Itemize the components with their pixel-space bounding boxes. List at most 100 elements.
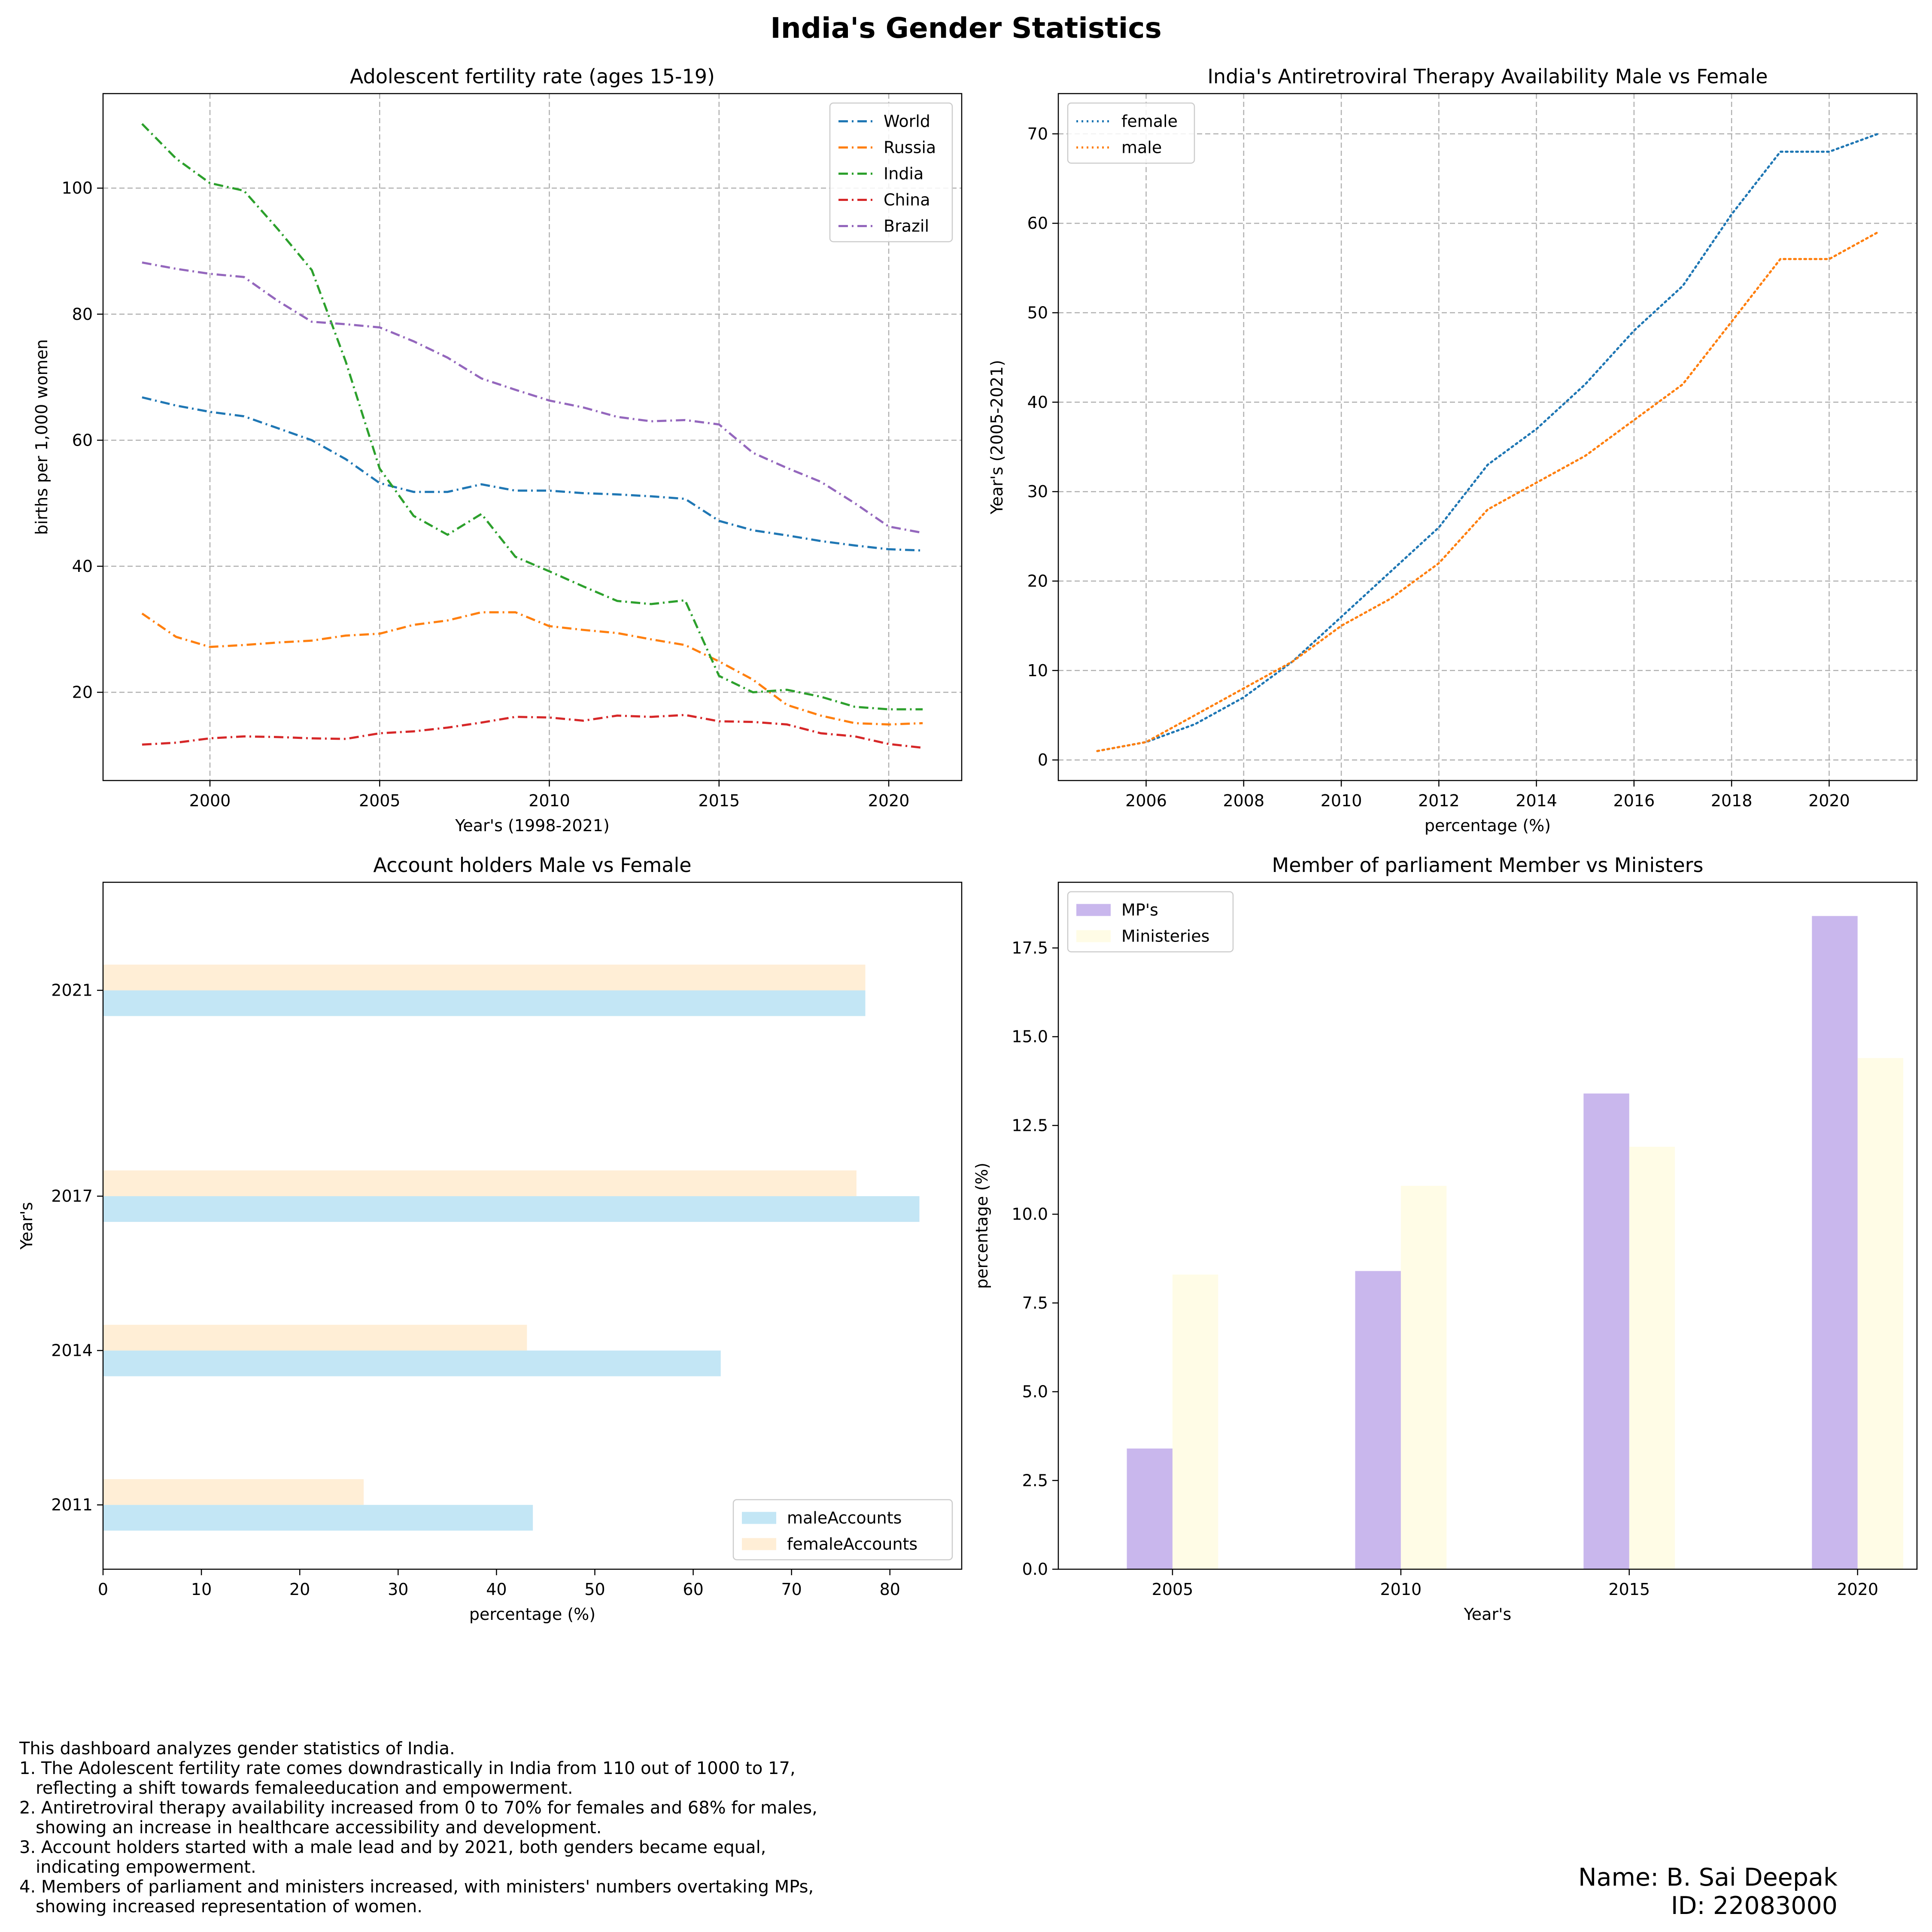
x-tick-label: 2015 [1608, 1580, 1650, 1599]
y-tick-label: 2.5 [1022, 1471, 1048, 1490]
author-name: Name: B. Sai Deepak [1578, 1863, 1838, 1892]
author-block: Name: B. Sai Deepak ID: 22083000 [1417, 1863, 1838, 1920]
x-axis-label: Year's [1464, 1605, 1512, 1624]
author-id: ID: 22083000 [1671, 1892, 1838, 1920]
bar-femaleaccounts [103, 1170, 857, 1197]
y-tick-label: 0.0 [1022, 1560, 1048, 1579]
bar-mps [1583, 1093, 1629, 1569]
legend-label: femaleAccounts [787, 1535, 917, 1554]
x-tick-label: 2010 [1380, 1580, 1422, 1599]
x-tick-label: 2020 [1837, 1580, 1878, 1599]
legend-label: female [1121, 112, 1178, 131]
legend-label: maleAccounts [787, 1509, 902, 1528]
chart-title: Adolescent fertility rate (ages 15-19) [350, 65, 715, 88]
y-tick-label: 5.0 [1022, 1382, 1048, 1401]
notes-line: showing increased representation of wome… [19, 1897, 422, 1917]
series-line-india [141, 123, 923, 711]
y-tick-label: 2021 [51, 981, 93, 1000]
x-tick-label: 2000 [189, 791, 231, 810]
legend-swatch [742, 1538, 776, 1550]
bar-maleaccounts [103, 990, 866, 1016]
x-tick-label: 10 [191, 1580, 212, 1599]
y-tick-label: 80 [72, 305, 93, 324]
chart-title: Member of parliament Member vs Ministers [1272, 854, 1704, 877]
plot-area [1127, 916, 1904, 1569]
plot-area [141, 123, 923, 749]
x-axis-label: percentage (%) [1425, 816, 1551, 835]
x-tick-label: 2015 [698, 791, 740, 810]
axes-frame [102, 881, 963, 1570]
series-line-world [142, 396, 923, 552]
notes-line: showing an increase in healthcare access… [19, 1818, 602, 1838]
x-tick-label: 80 [880, 1580, 900, 1599]
plot-area [103, 964, 920, 1531]
y-tick-label: 15.0 [1012, 1027, 1048, 1046]
x-tick-label: 0 [98, 1580, 108, 1599]
legend-swatch [1076, 930, 1111, 942]
y-tick-label: 40 [72, 557, 93, 576]
y-tick-label: 100 [61, 179, 93, 197]
legend: maleAccounts femaleAccounts [732, 1499, 953, 1561]
y-tick-label: 17.5 [1012, 939, 1048, 957]
bar-maleaccounts [103, 1350, 721, 1376]
x-tick-label: 2008 [1223, 791, 1264, 810]
legend-label: Russia [884, 138, 936, 157]
y-tick-label: 20 [72, 683, 93, 702]
y-tick-label: 0 [1038, 750, 1048, 769]
x-tick-label: 2016 [1613, 791, 1655, 810]
x-tick-label: 60 [683, 1580, 703, 1599]
notes-line: reflecting a shift towards femaleeducati… [19, 1778, 573, 1798]
notes-line: 1. The Adolescent fertility rate comes d… [19, 1759, 796, 1778]
y-tick-label: 60 [72, 431, 93, 450]
y-tick-label: 50 [1027, 303, 1048, 322]
y-axis-label: percentage (%) [972, 1163, 991, 1289]
legend-swatch [1076, 904, 1111, 916]
legend-label: India [884, 164, 923, 183]
legend-box [732, 1499, 953, 1561]
notes-intro: This dashboard analyzes gender statistic… [19, 1739, 455, 1759]
x-tick-label: 2005 [1152, 1580, 1194, 1599]
chart-title: India's Antiretroviral Therapy Availabil… [1207, 65, 1768, 88]
y-axis-label: Year's [17, 1202, 36, 1250]
bar-mps [1127, 1448, 1173, 1569]
series-line-male [1096, 231, 1879, 752]
chart-panel-1: Adolescent fertility rate (ages 15-19) 20… [32, 65, 963, 835]
chart-panel-2: India's Antiretroviral Therapy Availabil… [987, 65, 1918, 835]
legend-box [829, 102, 953, 243]
series-line-female [1096, 133, 1879, 752]
y-tick-label: 30 [1027, 482, 1048, 501]
bar-mps [1812, 916, 1858, 1569]
bar-ministeries [1400, 1185, 1447, 1569]
notes-line: 4. Members of parliament and ministers i… [19, 1877, 814, 1897]
y-tick-label: 2017 [51, 1187, 93, 1206]
x-tick-label: 70 [781, 1580, 802, 1599]
chart-title: Account holders Male vs Female [373, 854, 691, 877]
legend-box [1067, 102, 1195, 164]
legend-label: China [884, 191, 930, 210]
y-tick-label: 7.5 [1022, 1294, 1048, 1312]
dashboard-title: India's Gender Statistics [770, 12, 1162, 45]
legend-label: Ministeries [1121, 927, 1209, 946]
bar-maleaccounts [103, 1505, 533, 1531]
x-axis-label: Year's (1998-2021) [455, 816, 610, 835]
notes-line: indicating empowerment. [19, 1857, 256, 1877]
chart-panel-4: Member of parliament Member vs Ministers… [972, 854, 1918, 1624]
y-tick-label: 10.0 [1012, 1205, 1048, 1224]
bar-ministeries [1172, 1274, 1218, 1569]
y-tick-label: 70 [1027, 125, 1048, 143]
bar-femaleaccounts [103, 964, 866, 990]
x-tick-label: 2020 [1808, 791, 1850, 810]
y-axis-label: births per 1,000 women [32, 339, 51, 535]
x-tick-label: 2014 [1516, 791, 1557, 810]
x-axis-label: percentage (%) [469, 1605, 595, 1624]
legend: World Russia India China Brazil [829, 102, 953, 243]
y-tick-label: 10 [1027, 661, 1048, 680]
bar-maleaccounts [103, 1196, 920, 1222]
y-tick-label: 20 [1027, 571, 1048, 590]
series-line-russia [141, 611, 923, 726]
series-line-brazil [142, 261, 923, 534]
dashboard-notes: This dashboard analyzes gender statistic… [19, 1739, 1050, 1917]
bar-ministeries [1857, 1058, 1904, 1569]
bar-ministeries [1629, 1147, 1675, 1569]
legend-label: male [1121, 138, 1162, 157]
